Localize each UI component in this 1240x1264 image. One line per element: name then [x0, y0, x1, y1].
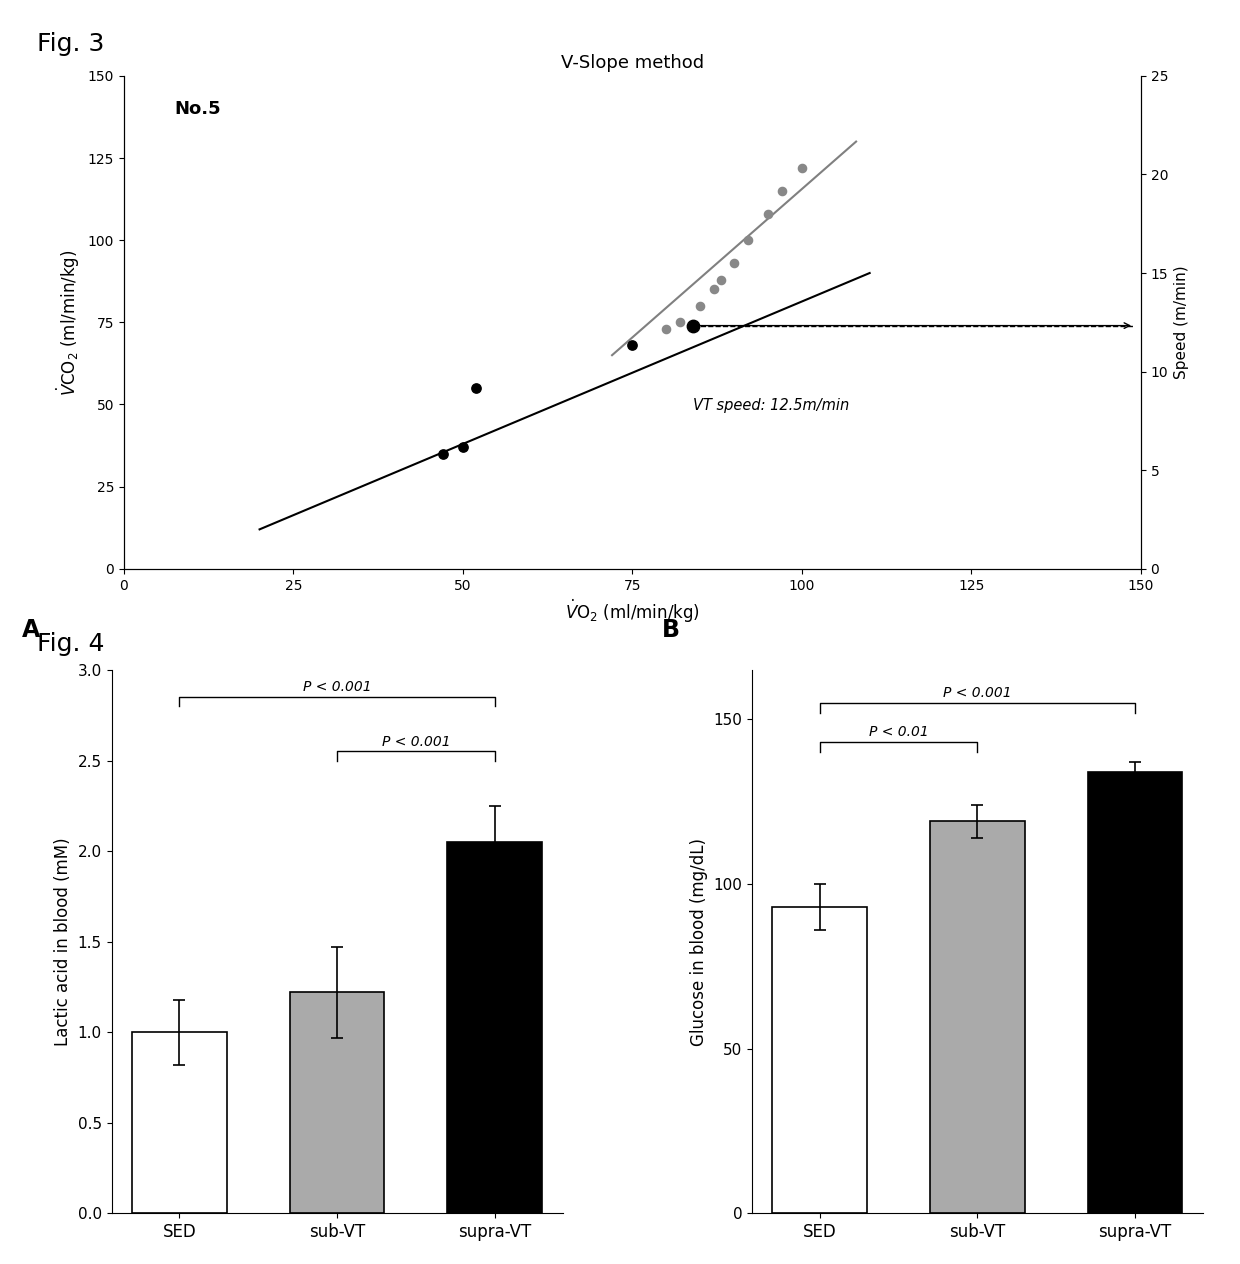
Text: P < 0.001: P < 0.001: [944, 686, 1012, 700]
Point: [771, 181, 791, 201]
Point: [466, 378, 486, 398]
Y-axis label: Glucose in blood (mg/dL): Glucose in blood (mg/dL): [689, 838, 708, 1045]
Text: P < 0.01: P < 0.01: [869, 726, 929, 739]
Point: [758, 204, 777, 224]
Point: [711, 269, 730, 289]
Bar: [1087, 772, 1182, 1213]
Bar: [133, 1033, 227, 1213]
Point: [704, 279, 724, 300]
Point: [792, 158, 812, 178]
Text: B: B: [662, 618, 680, 642]
Text: P < 0.001: P < 0.001: [303, 680, 371, 694]
Point: [738, 230, 758, 250]
Bar: [290, 992, 384, 1213]
Title: V-Slope method: V-Slope method: [560, 53, 704, 72]
Point: [656, 319, 676, 339]
Y-axis label: Lactic acid in blood (mM): Lactic acid in blood (mM): [55, 837, 72, 1047]
Text: A: A: [21, 618, 40, 642]
Point: [724, 253, 744, 273]
Text: P < 0.001: P < 0.001: [382, 734, 450, 748]
Point: [691, 296, 711, 316]
Y-axis label: $\dot{V}$CO$_2$ (ml/min/kg): $\dot{V}$CO$_2$ (ml/min/kg): [56, 249, 82, 396]
Text: Fig. 3: Fig. 3: [37, 32, 104, 56]
Y-axis label: Speed (m/min): Speed (m/min): [1174, 265, 1189, 379]
Point: [453, 437, 472, 458]
Bar: [773, 908, 867, 1213]
Bar: [930, 822, 1024, 1213]
Text: No.5: No.5: [175, 101, 222, 119]
Text: VT speed: 12.5m/min: VT speed: 12.5m/min: [693, 398, 849, 413]
Bar: [448, 842, 542, 1213]
Point: [433, 444, 453, 464]
Point: [683, 316, 703, 336]
Text: Fig. 4: Fig. 4: [37, 632, 104, 656]
Point: [622, 335, 642, 355]
X-axis label: $\dot{V}$O$_2$ (ml/min/kg): $\dot{V}$O$_2$ (ml/min/kg): [565, 598, 699, 626]
Point: [670, 312, 689, 332]
